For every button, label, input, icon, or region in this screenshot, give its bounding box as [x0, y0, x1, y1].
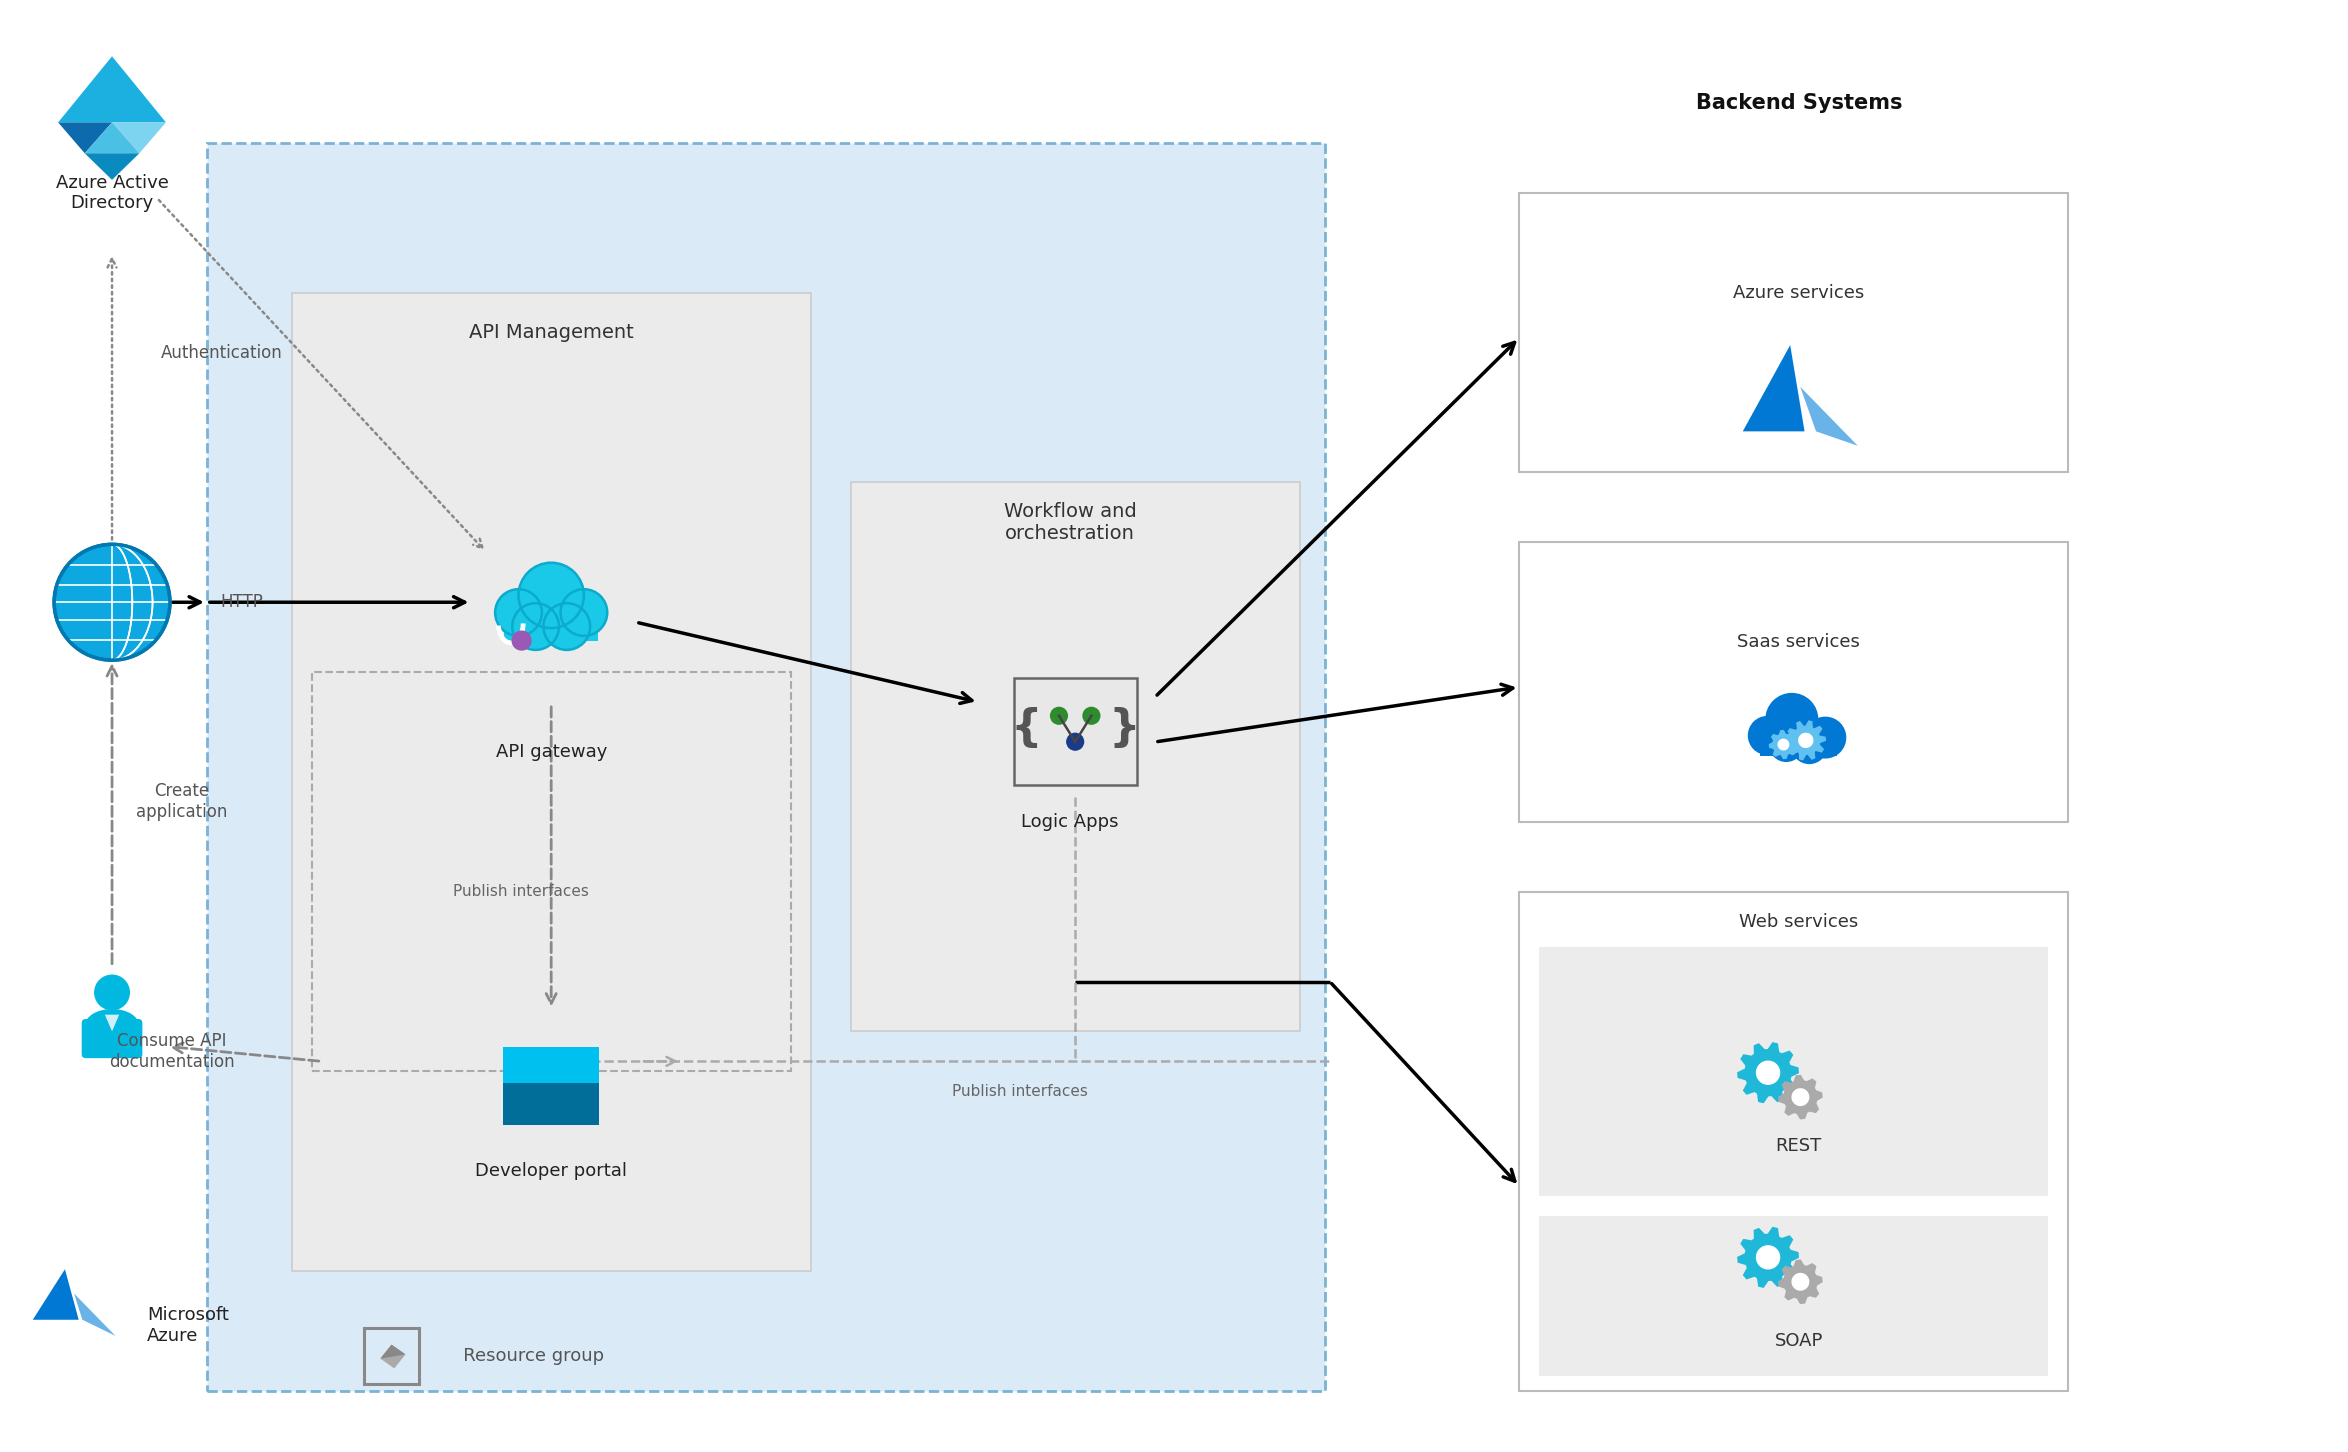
Polygon shape [1799, 733, 1813, 748]
Text: Web services: Web services [1740, 913, 1857, 931]
Bar [1761, 742, 1836, 756]
Text: Publish interfaces: Publish interfaces [453, 884, 589, 899]
Bar [364, 1327, 420, 1384]
Polygon shape [106, 1015, 120, 1031]
FancyBboxPatch shape [850, 482, 1301, 1031]
Polygon shape [85, 122, 139, 154]
FancyBboxPatch shape [207, 144, 1324, 1391]
Bar [505, 623, 599, 640]
Circle shape [1050, 707, 1068, 725]
Polygon shape [33, 1269, 80, 1320]
Text: Authentication: Authentication [162, 344, 282, 362]
Text: Backend Systems: Backend Systems [1695, 93, 1902, 113]
Polygon shape [59, 57, 167, 122]
Circle shape [1082, 707, 1101, 725]
Text: Azure Active
Directory: Azure Active Directory [56, 174, 169, 212]
Ellipse shape [85, 1009, 139, 1043]
Text: Consume API
documentation: Consume API documentation [108, 1032, 235, 1070]
Bar [1014, 678, 1136, 786]
Circle shape [542, 603, 589, 650]
FancyBboxPatch shape [291, 293, 810, 1270]
Text: Azure services: Azure services [1733, 283, 1864, 302]
Text: REST: REST [1775, 1137, 1822, 1156]
Text: Saas services: Saas services [1738, 633, 1860, 650]
Bar [502, 1047, 599, 1083]
Text: API Management: API Management [470, 324, 634, 343]
Polygon shape [1780, 1076, 1822, 1118]
Polygon shape [59, 122, 113, 154]
Circle shape [1066, 733, 1085, 751]
Polygon shape [1801, 386, 1857, 446]
Text: {: { [1010, 707, 1043, 751]
Circle shape [54, 544, 169, 661]
Polygon shape [1792, 1089, 1808, 1105]
Circle shape [512, 603, 559, 650]
Polygon shape [85, 154, 139, 180]
Circle shape [1747, 716, 1787, 755]
Polygon shape [1787, 722, 1824, 759]
Polygon shape [1756, 1246, 1780, 1269]
Polygon shape [113, 122, 167, 154]
Text: API gateway: API gateway [495, 743, 606, 761]
Polygon shape [1792, 1273, 1808, 1289]
Text: HTTP: HTTP [221, 594, 263, 611]
Polygon shape [1738, 1043, 1799, 1102]
Polygon shape [1770, 730, 1799, 758]
Text: Developer portal: Developer portal [474, 1162, 627, 1180]
Polygon shape [1777, 739, 1789, 749]
Circle shape [495, 590, 542, 636]
Text: Logic Apps: Logic Apps [1021, 813, 1120, 831]
Polygon shape [1756, 1061, 1780, 1085]
Text: Resource group: Resource group [446, 1347, 603, 1365]
FancyBboxPatch shape [1540, 1217, 2047, 1375]
Circle shape [1768, 727, 1803, 762]
Circle shape [512, 630, 531, 650]
FancyBboxPatch shape [1519, 193, 2069, 472]
FancyBboxPatch shape [1519, 892, 2069, 1391]
FancyBboxPatch shape [1519, 543, 2069, 822]
Text: Publish interfaces: Publish interfaces [953, 1083, 1087, 1099]
Text: Microsoft
Azure: Microsoft Azure [148, 1307, 228, 1345]
Circle shape [561, 590, 608, 636]
Circle shape [1792, 727, 1827, 764]
Polygon shape [1742, 346, 1806, 431]
Text: SOAP: SOAP [1775, 1331, 1822, 1350]
Polygon shape [1780, 1260, 1822, 1304]
Bar [502, 1083, 599, 1125]
Text: Workflow and
orchestration: Workflow and orchestration [1005, 502, 1136, 543]
Circle shape [1766, 693, 1817, 746]
Polygon shape [380, 1345, 406, 1368]
FancyBboxPatch shape [1540, 947, 2047, 1196]
Circle shape [1803, 717, 1846, 758]
Circle shape [519, 563, 585, 629]
Polygon shape [380, 1345, 406, 1359]
Text: }: } [1108, 707, 1139, 751]
Polygon shape [75, 1294, 115, 1336]
FancyBboxPatch shape [82, 1019, 143, 1059]
Text: Create
application: Create application [136, 783, 228, 822]
Polygon shape [1738, 1227, 1799, 1286]
Circle shape [94, 974, 129, 1011]
